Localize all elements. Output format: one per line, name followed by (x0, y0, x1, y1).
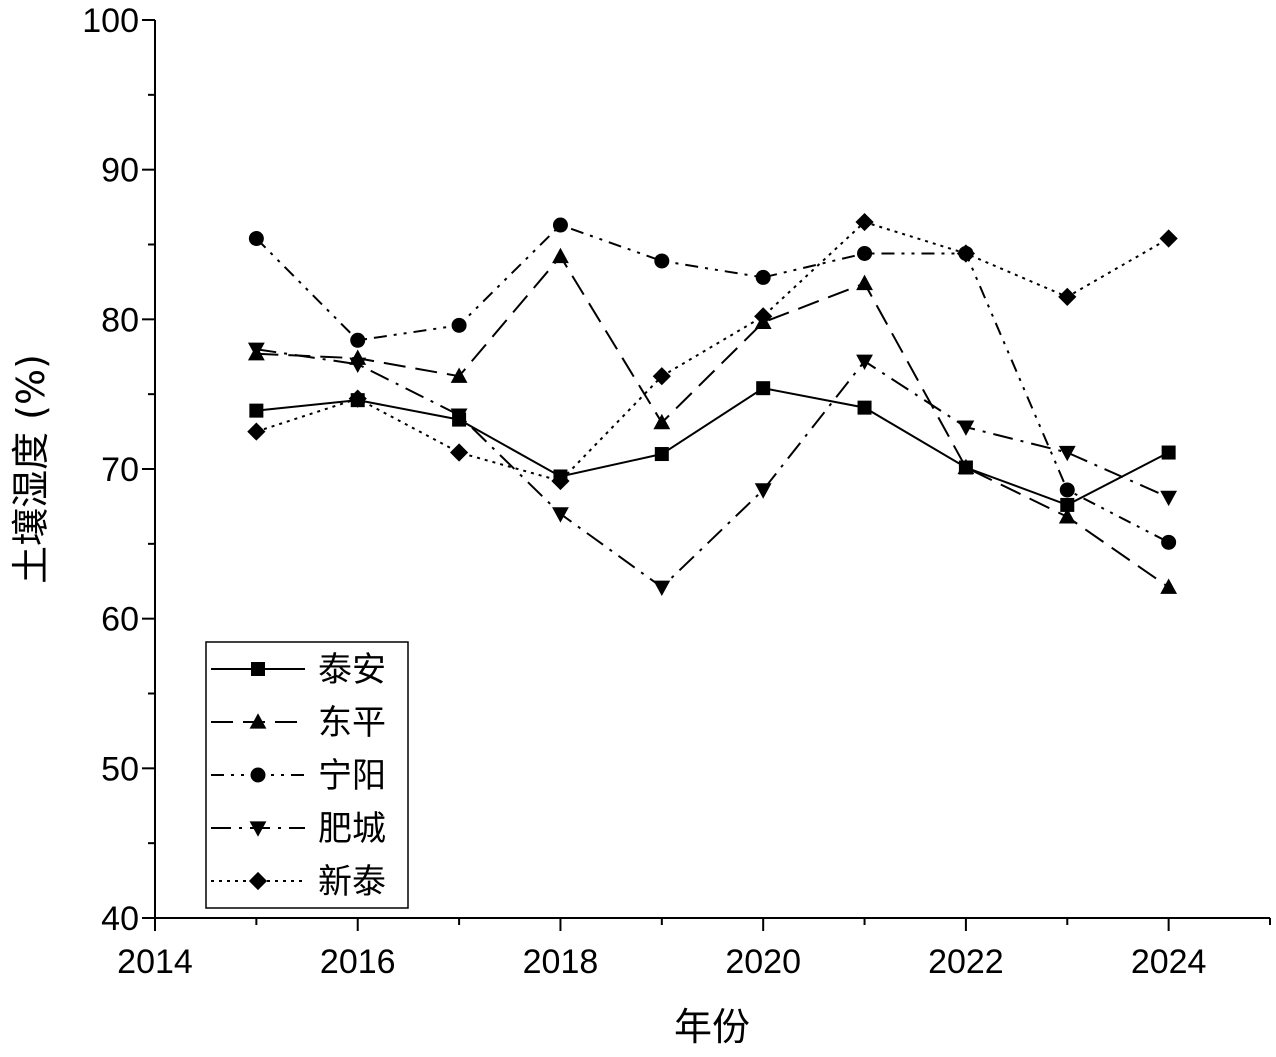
x-tick-label: 2016 (320, 943, 396, 981)
data-point (1058, 287, 1077, 306)
data-point (1161, 445, 1176, 460)
y-tick-label: 40 (101, 900, 139, 938)
series-line (256, 387, 1170, 507)
data-point (1058, 508, 1076, 524)
legend-marker (249, 713, 267, 729)
data-point (754, 483, 772, 499)
data-point (350, 332, 366, 348)
ticks: 2014 2016 2018 2020 2022 2024 40 50 60 70 80 90 100 (82, 2, 1271, 981)
legend-marker (251, 662, 265, 676)
data-point (451, 317, 467, 333)
data-point (552, 507, 569, 523)
y-axis-title: 土壤湿度 (%) (9, 354, 53, 584)
y-tick-label: 80 (101, 301, 139, 339)
y-tick-label: 90 (101, 152, 139, 190)
data-point (249, 403, 264, 418)
x-tick-label: 2018 (523, 943, 599, 981)
legend-label: 宁阳 (318, 756, 386, 796)
data-point (552, 247, 569, 264)
series-line (256, 348, 1170, 589)
series-line (256, 254, 1170, 589)
x-tick-label: 2014 (117, 943, 193, 981)
data-point (349, 357, 367, 373)
legend-marker (248, 871, 268, 891)
series-肥城 (247, 342, 1178, 596)
data-point (754, 307, 773, 326)
data-point (450, 408, 468, 424)
data-point (552, 217, 568, 233)
data-point (248, 231, 264, 247)
data-point (856, 354, 873, 370)
data-point (857, 400, 872, 415)
data-point (653, 580, 671, 596)
data-point (856, 274, 873, 291)
series-新泰 (247, 212, 1178, 491)
data-point (348, 389, 367, 408)
data-point (652, 367, 671, 386)
data-point (1161, 534, 1177, 550)
legend-label: 肥城 (318, 809, 386, 849)
series-泰安 (249, 381, 1176, 512)
data-point (450, 367, 468, 383)
data-point (654, 447, 669, 462)
data-point (756, 381, 771, 396)
data-point (956, 244, 976, 263)
data-point (551, 471, 570, 491)
legend-marker (250, 767, 266, 783)
data-point (247, 342, 265, 359)
data-point (653, 413, 671, 430)
series-宁阳 (248, 217, 1177, 550)
data-point (1160, 578, 1178, 594)
plot-series-layer (247, 212, 1178, 596)
data-point (1160, 490, 1178, 507)
legend-marker (249, 821, 267, 837)
x-axis-title: 年份 (674, 1005, 750, 1049)
data-point (1059, 482, 1075, 498)
y-tick-label: 100 (82, 2, 139, 40)
y-tick-label: 60 (101, 601, 139, 639)
data-point (957, 420, 975, 436)
data-point (654, 253, 670, 269)
data-point (1060, 497, 1075, 512)
data-point (857, 245, 873, 261)
data-point (247, 422, 266, 441)
data-point (755, 269, 771, 285)
y-tick-label: 70 (101, 451, 139, 489)
data-point (1159, 229, 1178, 248)
x-tick-label: 2024 (1131, 943, 1207, 981)
legend-label: 新泰 (318, 862, 386, 902)
legend-box (205, 641, 409, 909)
x-tick-label: 2022 (928, 943, 1004, 981)
legend-label: 泰安 (318, 650, 386, 690)
data-point (1058, 445, 1076, 462)
data-point (449, 443, 469, 462)
y-tick-label: 50 (101, 750, 139, 788)
data-point (957, 458, 975, 475)
data-point (855, 212, 874, 232)
legend-label: 东平 (318, 703, 386, 743)
x-tick-label: 2020 (725, 943, 801, 981)
series-line (255, 223, 1170, 544)
series-line (256, 220, 1170, 483)
